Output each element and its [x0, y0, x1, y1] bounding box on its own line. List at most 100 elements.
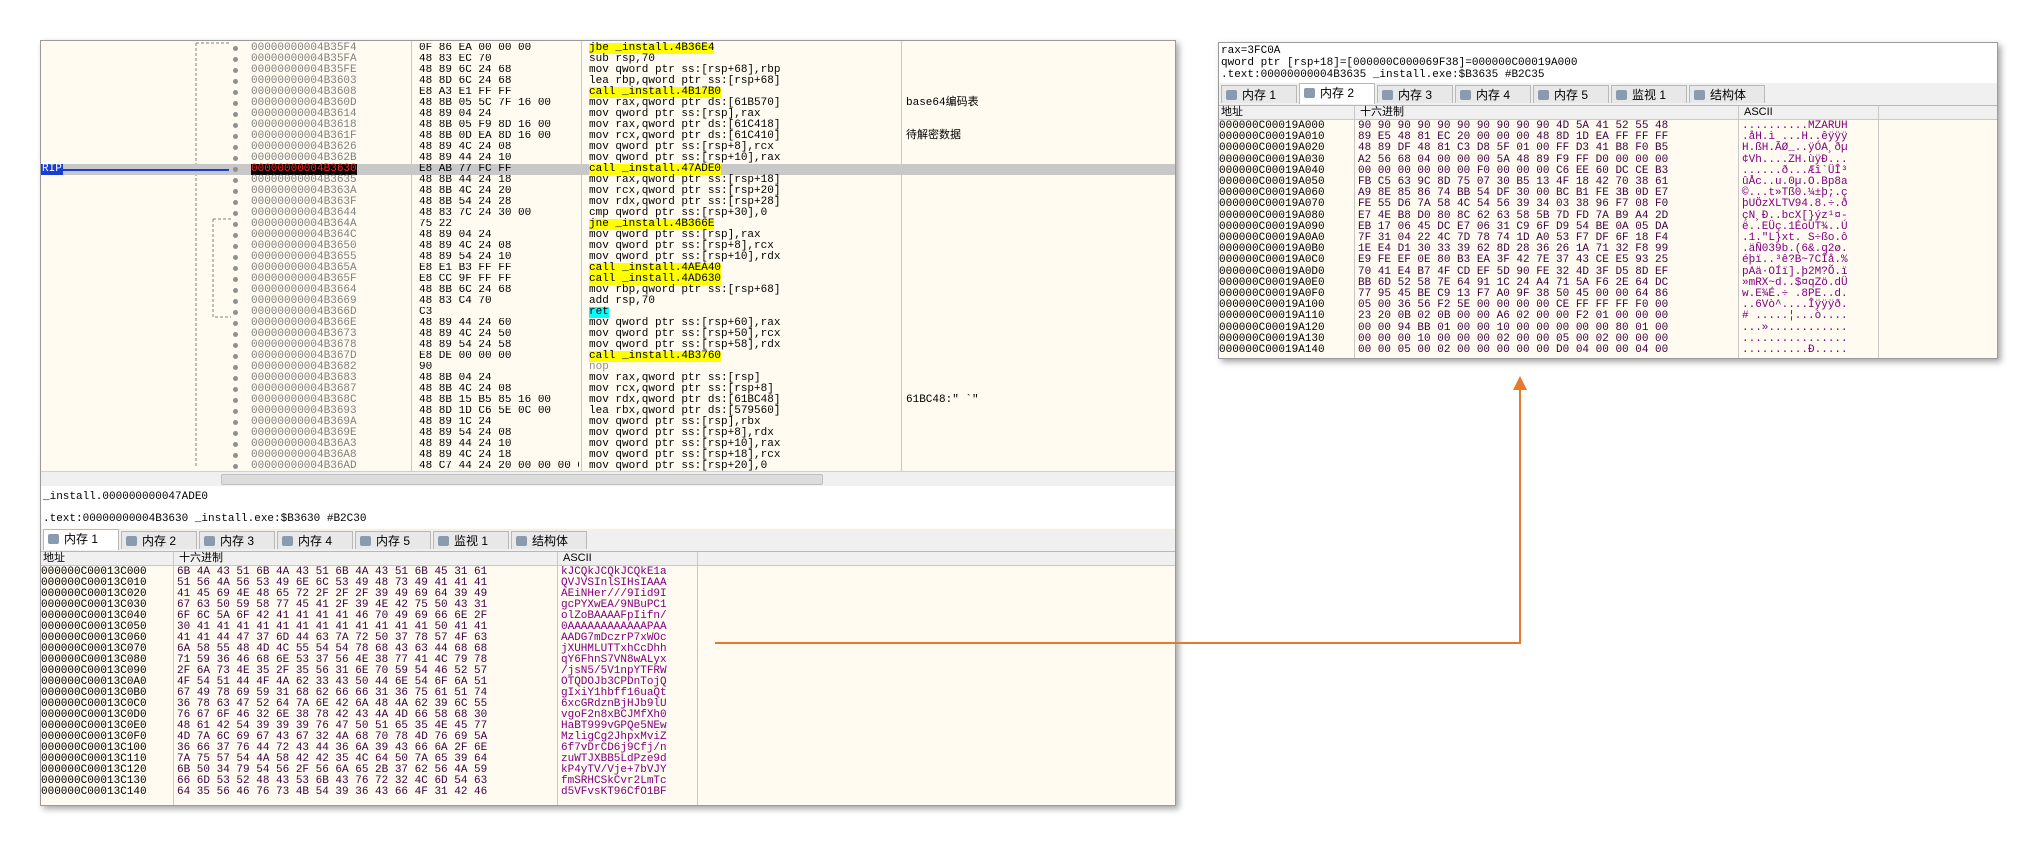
- breakpoint-dot: [233, 431, 238, 436]
- address: 00000000004B363F: [251, 196, 357, 208]
- address: 00000000004B368C: [251, 394, 357, 406]
- ascii: kJCQkJCQkJCQkE1a: [561, 566, 667, 578]
- hex-bytes: 48 89 DF 48 81 C3 D8 5F 01 00 FF D3 41 B…: [1358, 142, 1669, 155]
- column-header[interactable]: 十六进制: [1360, 106, 1404, 118]
- instruction: lea rbx,qword ptr ds:[579560]: [589, 405, 781, 417]
- tab[interactable]: 内存 5: [1533, 85, 1609, 103]
- info-line: .text:00000000004B3635 _install.exe:$B36…: [1221, 69, 1545, 81]
- hex-bytes: 00 00 94 BB 01 00 00 10 00 00 00 00 00 8…: [1358, 321, 1669, 334]
- ascii: ¢Vh....ZH.ùÿÐ...: [1742, 153, 1848, 166]
- bytes: 48 8B 15 B5 85 16 00: [419, 395, 552, 406]
- address: 00000000004B362B: [251, 152, 357, 164]
- address: 00000000004B3650: [251, 240, 357, 252]
- tab[interactable]: 内存 5: [355, 531, 431, 549]
- instruction: mov qword ptr ss:[rsp+60],rax: [589, 317, 781, 329]
- rip-arrow: [61, 169, 229, 171]
- instruction: mov rcx,qword ptr ss:[rsp+8]: [589, 383, 774, 395]
- tab-label[interactable]: 内存 5: [1554, 88, 1589, 102]
- disasm-row: 00000000004B3608 E8 A3 E1 FF FF call _inst…: [41, 87, 1175, 98]
- bytes: 48 89 54 24 10: [419, 252, 512, 263]
- dump-row: 000000C00013C000 6B 4A 43 51 6B 4A 43 51 …: [41, 567, 1175, 578]
- bytes: 48 83 7C 24 30 00: [419, 208, 532, 219]
- ascii: gcPYXwEA/9NBuPC1: [561, 599, 667, 611]
- column-header[interactable]: ASCII: [1744, 106, 1773, 118]
- bytes: 48 89 04 24: [419, 230, 492, 241]
- dump-row: 000000C00013C080 71 59 36 46 68 6E 53 37 …: [41, 655, 1175, 666]
- tab[interactable]: 内存 3: [199, 531, 275, 549]
- bytes: 48 83 C4 70: [419, 296, 492, 307]
- address: 00000000004B363A: [251, 185, 357, 197]
- address: 000000C00019A060: [1219, 187, 1325, 200]
- tab[interactable]: 内存 3: [1377, 85, 1453, 103]
- instruction: add rsp,70: [589, 295, 656, 307]
- column-header[interactable]: ASCII: [563, 552, 592, 564]
- bytes: 48 8B 4C 24 08: [419, 384, 512, 395]
- address: 00000000004B3678: [251, 339, 357, 351]
- tab-label[interactable]: 内存 5: [376, 534, 411, 548]
- breakpoint-dot: [233, 277, 238, 282]
- address: 000000C00019A020: [1219, 142, 1325, 155]
- tab[interactable]: 结构体: [511, 531, 587, 549]
- hex-bytes: FB C5 63 9C 8D 75 07 30 B5 13 4F 18 42 7…: [1358, 176, 1669, 188]
- address: 000000C00013C0F0: [41, 731, 147, 743]
- comment: 待解密数据: [906, 130, 961, 142]
- breakpoint-dot: [233, 255, 238, 260]
- tab-label[interactable]: 内存 3: [220, 534, 255, 548]
- tab-label[interactable]: 监视 1: [1632, 88, 1667, 102]
- disasm-row: 00000000004B3626 48 89 4C 24 08 mov qword …: [41, 142, 1175, 153]
- column-separator: [1738, 106, 1739, 358]
- dump-header: 地址 十六进制 ASCII: [41, 552, 1175, 566]
- ascii: olZoBAAAAFpIifn/: [561, 610, 667, 622]
- address: 000000C00013C100: [41, 742, 147, 754]
- breakpoint-dot: [233, 354, 238, 359]
- tab-label[interactable]: 内存 4: [1476, 88, 1511, 102]
- tab[interactable]: 内存 1: [43, 529, 119, 550]
- address: 00000000004B365A: [251, 262, 357, 274]
- bytes: 48 8B 44 24 18: [419, 175, 512, 186]
- tab[interactable]: 监视 1: [1611, 85, 1687, 103]
- column-header[interactable]: 地址: [1221, 106, 1243, 118]
- tab[interactable]: 内存 2: [121, 531, 197, 549]
- breakpoint-dot: [233, 178, 238, 183]
- ascii: 6xcGRdznBjHJb9lU: [561, 698, 667, 710]
- tab-label[interactable]: 内存 1: [1242, 88, 1277, 102]
- tab-label[interactable]: 内存 1: [64, 532, 99, 546]
- bytes: 48 8B 05 5C 7F 16 00: [419, 98, 552, 109]
- tab-label[interactable]: 内存 2: [1320, 86, 1355, 100]
- tab-label[interactable]: 结构体: [1710, 88, 1747, 102]
- tab[interactable]: 结构体: [1689, 85, 1765, 103]
- tab[interactable]: 内存 4: [277, 531, 353, 549]
- tab[interactable]: 内存 1: [1221, 85, 1297, 103]
- tab-label[interactable]: 内存 2: [142, 534, 177, 548]
- column-header[interactable]: 十六进制: [179, 552, 223, 564]
- hex-bytes: 64 35 56 46 76 73 4B 54 39 36 43 66 4F 3…: [177, 786, 488, 798]
- dump-row: 000000C00013C090 2F 6A 73 4E 35 2F 35 56 …: [41, 666, 1175, 677]
- column-header[interactable]: 地址: [43, 552, 65, 564]
- tab[interactable]: 内存 2: [1299, 83, 1375, 104]
- address: 000000C00019A050: [1219, 176, 1325, 188]
- hex-bytes: EB 17 06 45 DC E7 06 31 C9 6F D9 54 BE 0…: [1358, 220, 1669, 233]
- address: 00000000004B3608: [251, 86, 357, 98]
- tab-bar: 内存 1 内存 2 内存 3 内存 4 内存 5 监视 1 结构体: [1219, 83, 1997, 106]
- tab-label[interactable]: 内存 3: [1398, 88, 1433, 102]
- disasm-row: 00000000004B369E 48 89 54 24 08 mov qword …: [41, 428, 1175, 439]
- tab-label[interactable]: 结构体: [532, 534, 569, 548]
- ascii: # .....¦...ò....: [1742, 310, 1848, 323]
- horizontal-scrollbar[interactable]: [41, 471, 1175, 486]
- dump-pane: [41, 551, 1175, 805]
- tab-label[interactable]: 监视 1: [454, 534, 489, 548]
- scrollbar-thumb[interactable]: [221, 474, 823, 485]
- address: 00000000004B35FE: [251, 64, 357, 76]
- address: 00000000004B365F: [251, 273, 357, 285]
- tab[interactable]: 内存 4: [1455, 85, 1531, 103]
- hex-bytes: A2 56 68 04 00 00 00 5A 48 89 F9 FF D0 0…: [1358, 153, 1669, 166]
- tab[interactable]: 监视 1: [433, 531, 509, 549]
- instruction: call _install.47ADE0: [589, 163, 722, 175]
- instruction: mov qword ptr ss:[rsp+8],rcx: [589, 240, 774, 252]
- address: 00000000004B35FA: [251, 53, 357, 65]
- address: 00000000004B3614: [251, 108, 357, 120]
- dump-row: 000000C00013C100 36 66 37 76 44 72 43 44 …: [41, 743, 1175, 754]
- bytes: 48 89 4C 24 50: [419, 329, 512, 340]
- tab-label[interactable]: 内存 4: [298, 534, 333, 548]
- ascii: ...»............: [1742, 321, 1848, 334]
